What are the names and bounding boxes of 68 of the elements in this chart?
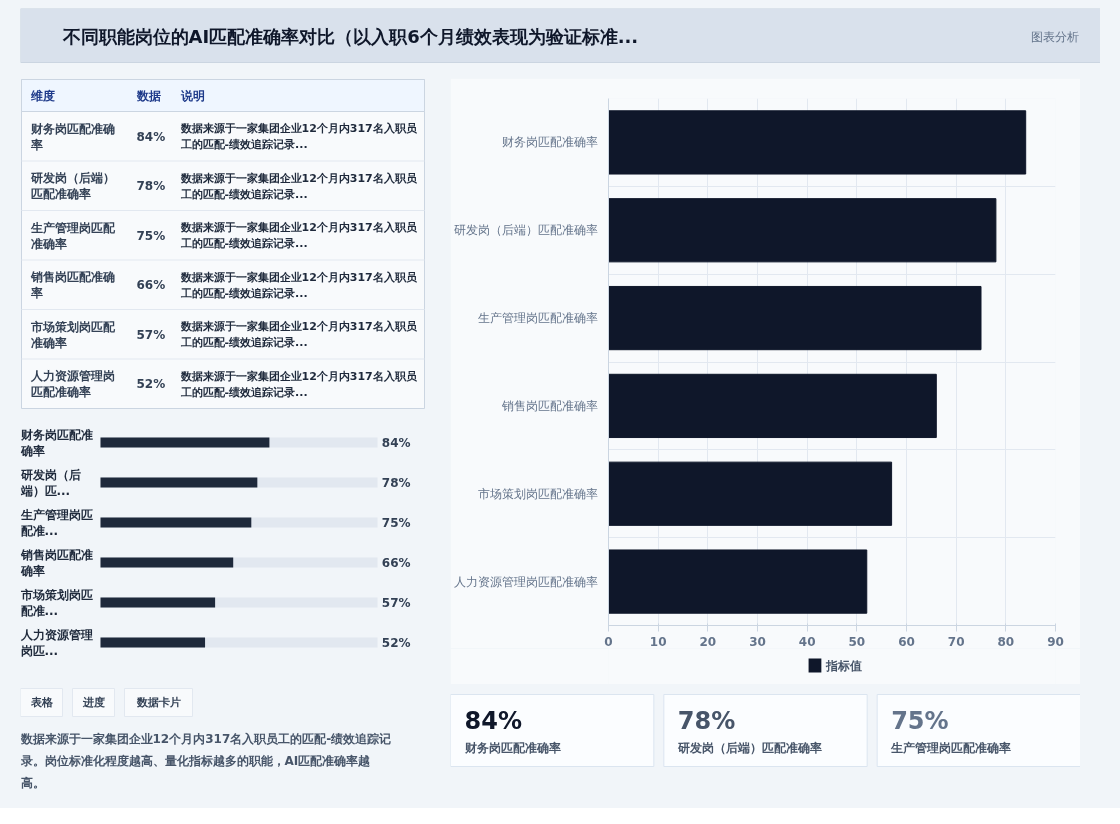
y-tick-label: 市场策划岗匹配准确率 [477, 486, 598, 501]
text: 图表分析 [1030, 29, 1079, 44]
text: 84% [136, 129, 166, 144]
bar [608, 461, 893, 526]
x-tick-label: 70 [947, 634, 965, 649]
bar [608, 285, 982, 351]
legend-label: 指标值 [825, 658, 863, 673]
category-label: 人力资源管理岗匹... [20, 627, 93, 658]
text: 数据 [135, 88, 161, 103]
text: 数据来源于一家集团企业12个月内317名入职员工的匹配-绩效追踪记录... [179, 122, 418, 151]
data-label: 66% [381, 555, 411, 570]
x-tick-label: 50 [848, 634, 866, 649]
data-label: 52% [381, 635, 411, 650]
text: 75% [136, 228, 166, 243]
text: 进度 [81, 696, 105, 709]
category-label: 生产管理岗匹配准确率 [890, 740, 1012, 755]
data-label: 57% [381, 595, 411, 610]
text: 52% [136, 377, 166, 391]
category-label: 研发岗（后端）匹配准确率 [29, 171, 115, 201]
y-tick-label: 生产管理岗匹配准确率 [477, 311, 598, 326]
data-label: 84% [381, 435, 411, 450]
text: 表格 [29, 696, 54, 709]
category-label: 市场策划岗匹配准确率 [29, 319, 116, 350]
text: 数据来源于一家集团企业12个月内317名入职员工的匹配-绩效追踪记录... [179, 270, 418, 300]
text: 数据来源于一家集团企业12个月内317名入职员工的匹配-绩效追踪记录... [179, 221, 418, 250]
text: 66% [136, 278, 166, 292]
y-tick-label: 财务岗匹配准确率 [501, 135, 598, 150]
bar [608, 549, 868, 614]
text: 数据来源于一家集团企业12个月内317名入职员工的匹配-绩效追踪记录... [179, 320, 418, 349]
category-label: 财务岗匹配准确率 [19, 427, 93, 458]
x-tick-label: 60 [898, 634, 915, 649]
text: 78% [136, 179, 166, 193]
category-label: 销售岗匹配准确率 [20, 547, 93, 578]
text: 75% [891, 706, 949, 735]
data-label: 78% [381, 475, 411, 490]
x-tick-label: 10 [649, 634, 667, 649]
category-label: 人力资源管理岗匹配准确率 [29, 369, 115, 399]
text: 不同职能岗位的AI匹配准确率对比（以入职6个月绩效表现为验证标准... [61, 26, 639, 47]
data-label: 75% [381, 515, 411, 530]
x-tick-label: 40 [798, 634, 816, 649]
x-tick-label: 0 [604, 634, 613, 649]
category-label: 研发岗（后端）匹... [20, 467, 81, 498]
text: 数据来源于一家集团企业12个月内317名入职员工的匹配-绩效追踪记录... [179, 369, 418, 399]
y-tick-label: 销售岗匹配准确率 [500, 398, 598, 413]
bar [608, 198, 997, 263]
category-label: 研发岗（后端）匹配准确率 [676, 740, 822, 755]
text: 57% [136, 327, 166, 342]
y-tick-label: 人力资源管理岗匹配准确率 [453, 574, 598, 589]
x-tick-label: 30 [749, 634, 766, 649]
x-tick-label: 90 [1047, 634, 1064, 649]
category-label: 财务岗匹配准确率 [463, 740, 561, 755]
x-tick-label: 80 [997, 634, 1015, 649]
category-label: 市场策划岗匹配准... [20, 587, 93, 618]
text: 78% [677, 706, 736, 735]
x-tick-label: 20 [699, 634, 717, 649]
category-label: 财务岗匹配准确率 [30, 121, 115, 152]
text: 数据来源于一家集团企业12个月内317名入职员工的匹配-绩效追踪记录。岗位标准化程度越高、量化指标越多的职能，AI匹配准确率越高。 [19, 731, 392, 790]
category-label: 销售岗匹配准确率 [29, 270, 115, 300]
text: 数据来源于一家集团企业12个月内317名入职员工的匹配-绩效追踪记录... [179, 171, 418, 201]
y-tick-label: 研发岗（后端）匹配准确率 [453, 223, 598, 238]
bar [608, 110, 1027, 175]
text: 84% [464, 706, 522, 735]
text: 维度 [29, 88, 55, 103]
bar [608, 373, 937, 439]
text: 数据卡片 [135, 696, 181, 709]
text: 说明 [179, 88, 205, 103]
category-label: 生产管理岗匹配准... [20, 507, 93, 538]
category-label: 生产管理岗匹配准确率 [29, 220, 116, 251]
